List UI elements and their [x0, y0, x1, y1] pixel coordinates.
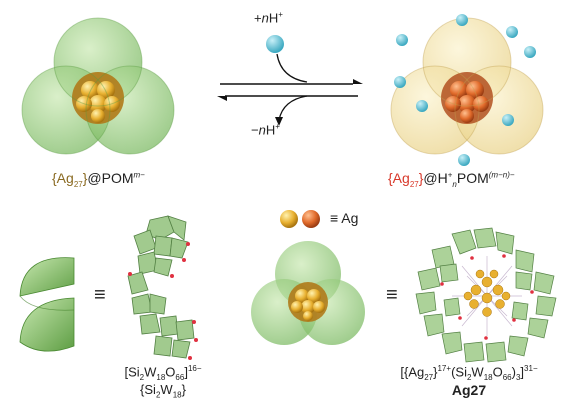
- gold-ag-sphere-icon: [280, 210, 298, 228]
- cluster-ag27-pom: [18, 10, 178, 170]
- label-ag27-hpom: {Ag27}@H+nPOM(m−n)−: [388, 170, 515, 189]
- proton-icon: [266, 35, 284, 53]
- legend-ag-spheres: [278, 208, 324, 230]
- orange-ag-sphere-icon: [302, 210, 320, 228]
- cluster-ag27-hpom: [382, 10, 552, 170]
- equilibrium-arrows: [215, 20, 365, 130]
- cluster-ag27-green: [248, 236, 368, 356]
- formula-ag27-name: Ag27: [451, 382, 487, 398]
- formula-ag27-full: [{Ag27}17+(Si2W18O66)3]31−: [400, 364, 538, 382]
- label-ag27-pom: {Ag27}@POMm−: [52, 170, 145, 189]
- ag27-polyhedral-structure: [412, 226, 562, 366]
- formula-si2w18: {Si2W18}: [140, 382, 186, 400]
- equiv-symbol-right: ≡: [386, 284, 398, 306]
- pom-hemispheres: [12, 250, 82, 360]
- si2w18-polyhedra: [120, 214, 210, 364]
- remove-proton-label: −nH+: [251, 122, 280, 138]
- equiv-symbol-left: ≡: [94, 284, 106, 306]
- legend-label: ≡ Ag: [330, 210, 359, 226]
- formula-si2w18o66: [Si2W18O66]16−: [124, 364, 202, 382]
- add-proton-label: +nH+: [254, 10, 283, 26]
